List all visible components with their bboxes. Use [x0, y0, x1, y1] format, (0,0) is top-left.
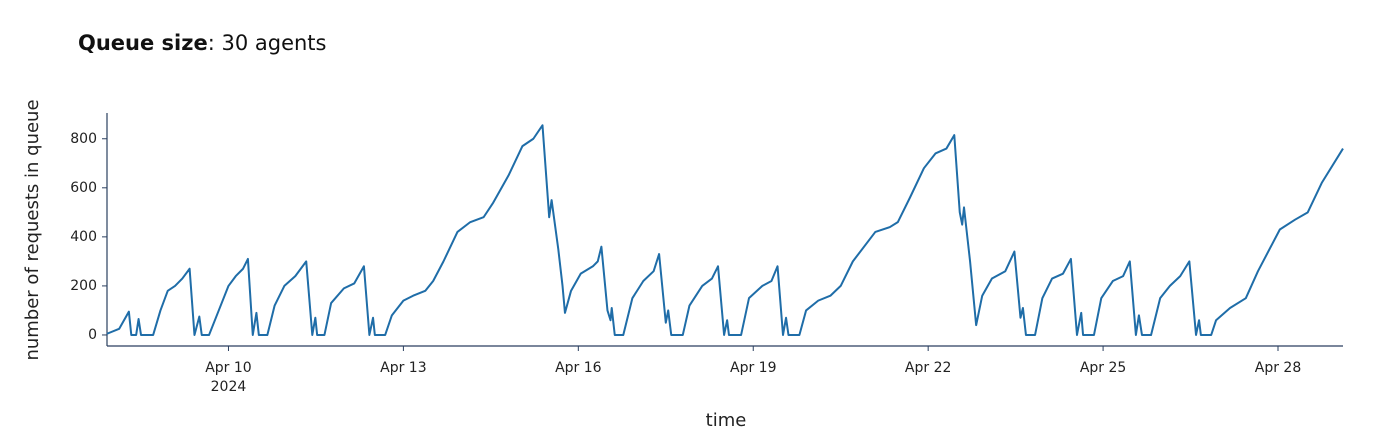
y-tick-label: 400 — [70, 229, 97, 245]
x-tick-label: Apr 25 — [1080, 360, 1126, 376]
y-tick-label: 200 — [70, 278, 97, 294]
x-tick-label: Apr 16 — [555, 360, 602, 376]
x-tick-label: Apr 22 — [905, 360, 951, 376]
title-bold: Queue size — [78, 31, 208, 55]
y-axis-label: number of requests in queue — [22, 99, 43, 360]
x-tick-label: Apr 13 — [380, 360, 426, 376]
data-line — [106, 124, 1344, 336]
x-tick-label: Apr 19 — [730, 360, 776, 376]
chart-title: Queue size: 30 agents — [78, 31, 326, 55]
x-tick-label: Apr 28 — [1255, 360, 1301, 376]
y-tick-label: 0 — [88, 327, 97, 343]
x-tick-label: Apr 10 2024 — [205, 360, 251, 395]
title-rest: : 30 agents — [208, 31, 327, 55]
x-axis-label: time — [706, 410, 747, 431]
y-tick-label: 600 — [70, 180, 97, 196]
y-tick-label: 800 — [70, 131, 97, 147]
